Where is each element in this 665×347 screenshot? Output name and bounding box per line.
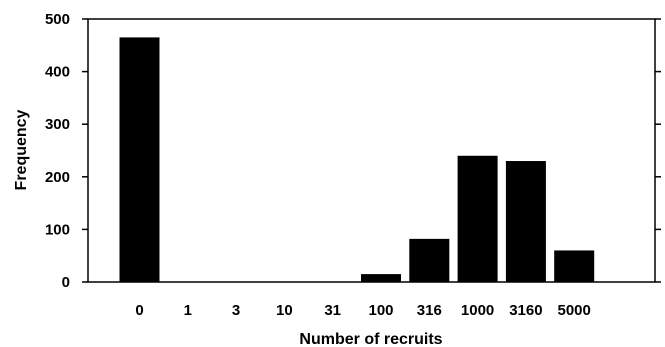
- x-tick-label-0: 0: [135, 302, 143, 319]
- x-tick-label-31: 31: [324, 302, 341, 319]
- bar-316: [409, 238, 450, 282]
- y-tick-label-300: 300: [45, 116, 70, 133]
- x-tick-label-3: 3: [232, 302, 240, 319]
- x-tick-label-1: 1: [184, 302, 192, 319]
- bar-3160: [505, 161, 546, 282]
- x-tick-label-1000: 1000: [461, 302, 494, 319]
- y-tick-label-500: 500: [45, 11, 70, 28]
- x-ticks-group: 0 1 3 10 31 100 316 1000 3160 5000: [135, 302, 591, 319]
- y-tick-label-200: 200: [45, 169, 70, 186]
- bar-1000: [457, 155, 498, 282]
- bar-0: [119, 37, 160, 282]
- y-tick-label-100: 100: [45, 221, 70, 238]
- y-axis-label: Frequency: [13, 109, 30, 190]
- bars-group: [119, 37, 595, 282]
- bar-5000: [554, 250, 595, 282]
- x-tick-label-5000: 5000: [558, 302, 591, 319]
- y-tick-label-400: 400: [45, 64, 70, 81]
- x-tick-label-316: 316: [417, 302, 442, 319]
- bar-100: [361, 274, 401, 282]
- x-axis-label: Number of recruits: [299, 331, 442, 347]
- x-tick-label-3160: 3160: [509, 302, 542, 319]
- plot-frame: [87, 18, 656, 283]
- x-tick-label-100: 100: [368, 302, 393, 319]
- y-tick-label-0: 0: [62, 274, 70, 291]
- y-ticks-group: 0 100 200 300 400 500: [45, 11, 661, 291]
- x-tick-label-10: 10: [276, 302, 293, 319]
